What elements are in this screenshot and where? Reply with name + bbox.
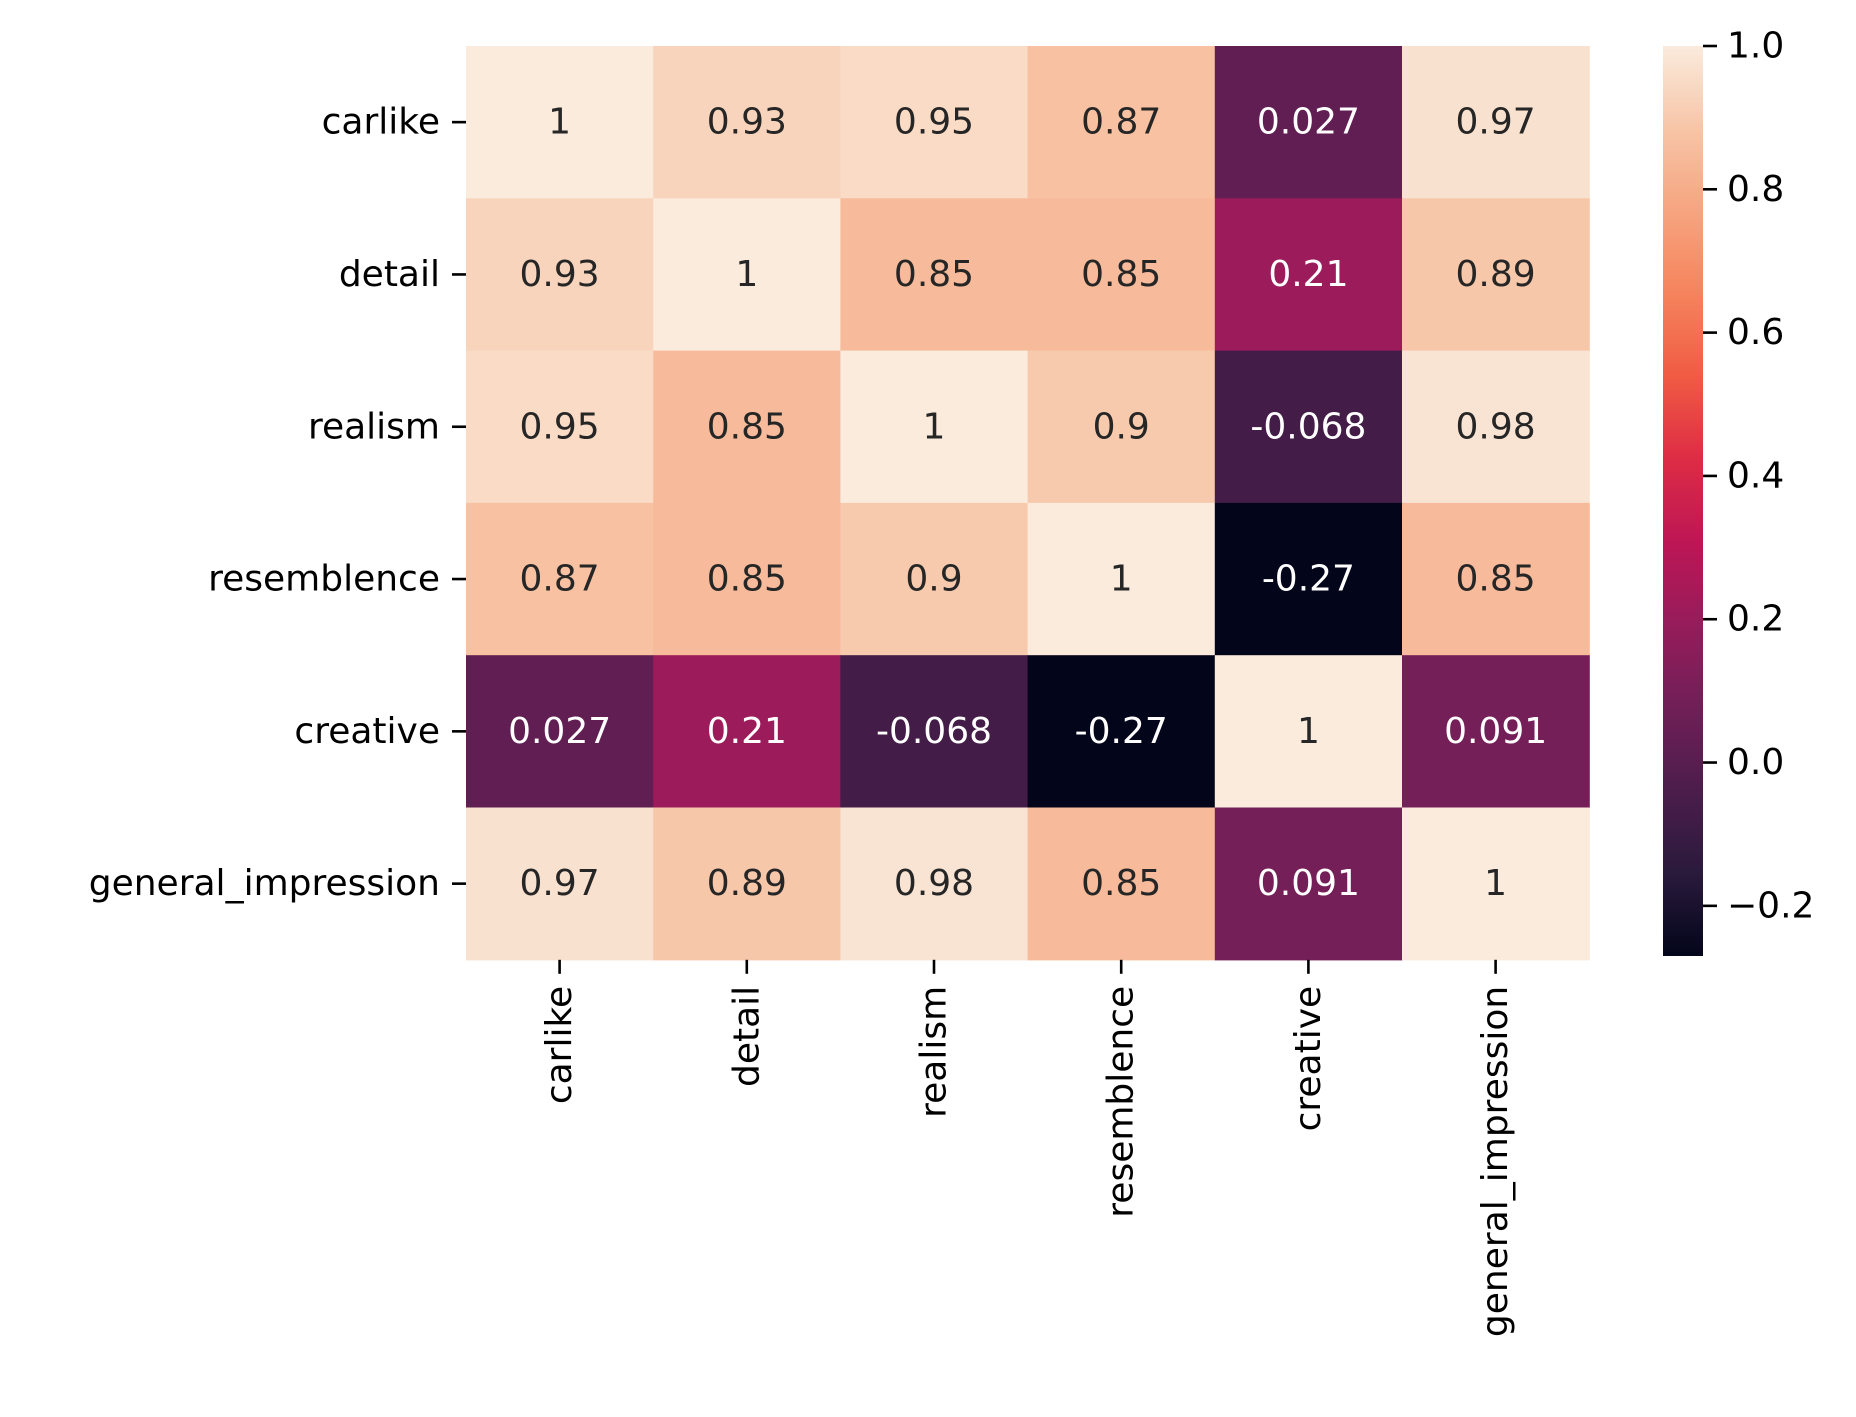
heatmap-cell-creative-general_impression — [1402, 655, 1590, 809]
heatmap-cell-realism-resemblence — [1027, 350, 1216, 504]
heatmap-cell-carlike-detail — [653, 46, 841, 199]
colorbar-tick-label: 1.0 — [1727, 26, 1784, 67]
heatmap-cell-detail-detail — [653, 198, 841, 352]
x-axis: carlike detail realism resemblence creative g… — [539, 959, 1516, 1337]
cell-annotation: 0.87 — [520, 559, 600, 600]
y-tick-label-creative: creative — [294, 711, 440, 752]
cell-annotation: 0.85 — [707, 559, 787, 600]
cell-annotation: 0.98 — [1456, 406, 1536, 447]
heatmap-cell-creative-creative — [1214, 655, 1403, 809]
cell-annotation: 0.85 — [1081, 254, 1161, 295]
heatmap-cell-creative-carlike — [466, 655, 654, 809]
cell-annotation: -0.27 — [1075, 711, 1168, 752]
colorbar: 1.0 0.8 0.6 0.4 0.2 0.0 −0.2 — [1663, 26, 1814, 956]
cell-annotation: 0.89 — [1456, 254, 1536, 295]
heatmap-cell-creative-detail — [653, 655, 841, 809]
heatmap-cell-carlike-realism — [840, 46, 1029, 199]
cell-annotation: 0.21 — [1268, 254, 1348, 295]
heatmap-cell-detail-realism — [840, 198, 1029, 352]
cell-annotation: 0.98 — [894, 863, 974, 904]
y-tick-label-detail: detail — [339, 254, 440, 295]
heatmap-cell-creative-realism — [840, 655, 1029, 809]
cell-annotation: 0.95 — [894, 102, 974, 143]
cell-annotation: 0.091 — [1257, 863, 1360, 904]
cell-annotation: 0.97 — [520, 863, 600, 904]
heatmap-cell-resemblence-carlike — [466, 502, 654, 656]
heatmap-cell-realism-general_impression — [1402, 350, 1590, 504]
heatmap-cell-carlike-carlike — [466, 46, 654, 199]
cell-annotation: -0.068 — [1250, 406, 1366, 447]
cell-annotation: 0.027 — [508, 711, 611, 752]
x-tick-label-resemblence: resemblence — [1101, 986, 1142, 1218]
cell-annotation: 0.091 — [1444, 711, 1547, 752]
cell-annotation: -0.068 — [876, 711, 992, 752]
heatmap-cell-resemblence-creative — [1214, 502, 1403, 656]
cell-annotation: 1 — [735, 254, 758, 295]
x-tick-label-general_impression: general_impression — [1475, 986, 1516, 1337]
heatmap-cell-detail-resemblence — [1027, 198, 1216, 352]
heatmap-cell-resemblence-general_impression — [1402, 502, 1590, 656]
y-tick-label-resemblence: resemblence — [208, 559, 440, 600]
heatmap-cell-realism-carlike — [466, 350, 654, 504]
heatmap-cell-general_impression-realism — [840, 807, 1029, 961]
cell-annotation: 0.85 — [894, 254, 974, 295]
heatmap-cell-detail-general_impression — [1402, 198, 1590, 352]
cell-annotations: 1 0.93 0.95 0.87 0.027 0.97 0.93 1 0.85 0.85 0.21 0… — [508, 102, 1547, 905]
cell-annotation: 1 — [1297, 711, 1320, 752]
heatmap-cell-carlike-creative — [1214, 46, 1403, 199]
heatmap-cell-carlike-general_impression — [1402, 46, 1590, 199]
colorbar-tick-label: 0.0 — [1727, 742, 1784, 783]
heatmap-cell-realism-creative — [1214, 350, 1403, 504]
x-tick-label-creative: creative — [1288, 986, 1329, 1132]
cell-annotation: 0.85 — [1081, 863, 1161, 904]
colorbar-tick-label: 0.4 — [1727, 455, 1784, 496]
cell-annotation: 0.89 — [707, 863, 787, 904]
heatmap-cell-general_impression-detail — [653, 807, 841, 961]
y-tick-label-general_impression: general_impression — [89, 863, 440, 904]
colorbar-tick-label: 0.6 — [1727, 312, 1784, 353]
heatmap-cell-general_impression-resemblence — [1027, 807, 1216, 961]
cell-annotation: 1 — [1110, 559, 1133, 600]
cell-annotation: 0.93 — [707, 102, 787, 143]
cell-annotation: -0.27 — [1262, 559, 1355, 600]
colorbar-gradient — [1663, 46, 1703, 956]
x-tick-label-carlike: carlike — [539, 986, 580, 1104]
cell-annotation: 0.9 — [905, 559, 962, 600]
cell-annotation: 0.9 — [1093, 406, 1150, 447]
cell-annotation: 0.93 — [520, 254, 600, 295]
cell-annotation: 0.97 — [1456, 102, 1536, 143]
heatmap-cell-realism-realism — [840, 350, 1029, 504]
y-tick-label-realism: realism — [308, 406, 440, 447]
heatmap-cell-resemblence-realism — [840, 502, 1029, 656]
heatmap-cell-detail-carlike — [466, 198, 654, 352]
heatmap-cell-general_impression-creative — [1214, 807, 1403, 961]
cell-annotation: 0.21 — [707, 711, 787, 752]
heatmap-cell-general_impression-general_impression — [1402, 807, 1590, 961]
cell-annotation: 0.95 — [520, 406, 600, 447]
cell-annotation: 1 — [1484, 863, 1507, 904]
heatmap-cell-detail-creative — [1214, 198, 1403, 352]
heatmap-cells — [466, 46, 1590, 961]
cell-annotation: 1 — [923, 406, 946, 447]
x-tick-label-detail: detail — [726, 986, 767, 1087]
heatmap-cell-resemblence-detail — [653, 502, 841, 656]
colorbar-tick-label: −0.2 — [1727, 885, 1814, 926]
heatmap-cell-realism-detail — [653, 350, 841, 504]
heatmap-cell-general_impression-carlike — [466, 807, 654, 961]
cell-annotation: 0.027 — [1257, 102, 1360, 143]
heatmap-cell-resemblence-resemblence — [1027, 502, 1216, 656]
y-tick-label-carlike: carlike — [322, 102, 440, 143]
cell-annotation: 1 — [548, 102, 571, 143]
y-axis: carlike detail realism resemblence creative g… — [89, 102, 466, 904]
cell-annotation: 0.85 — [1456, 559, 1536, 600]
heatmap-cell-creative-resemblence — [1027, 655, 1216, 809]
heatmap-cell-carlike-resemblence — [1027, 46, 1216, 199]
colorbar-tick-label: 0.8 — [1727, 169, 1784, 210]
cell-annotation: 0.87 — [1081, 102, 1161, 143]
x-tick-label-realism: realism — [914, 986, 955, 1118]
colorbar-tick-label: 0.2 — [1727, 599, 1784, 640]
cell-annotation: 0.85 — [707, 406, 787, 447]
